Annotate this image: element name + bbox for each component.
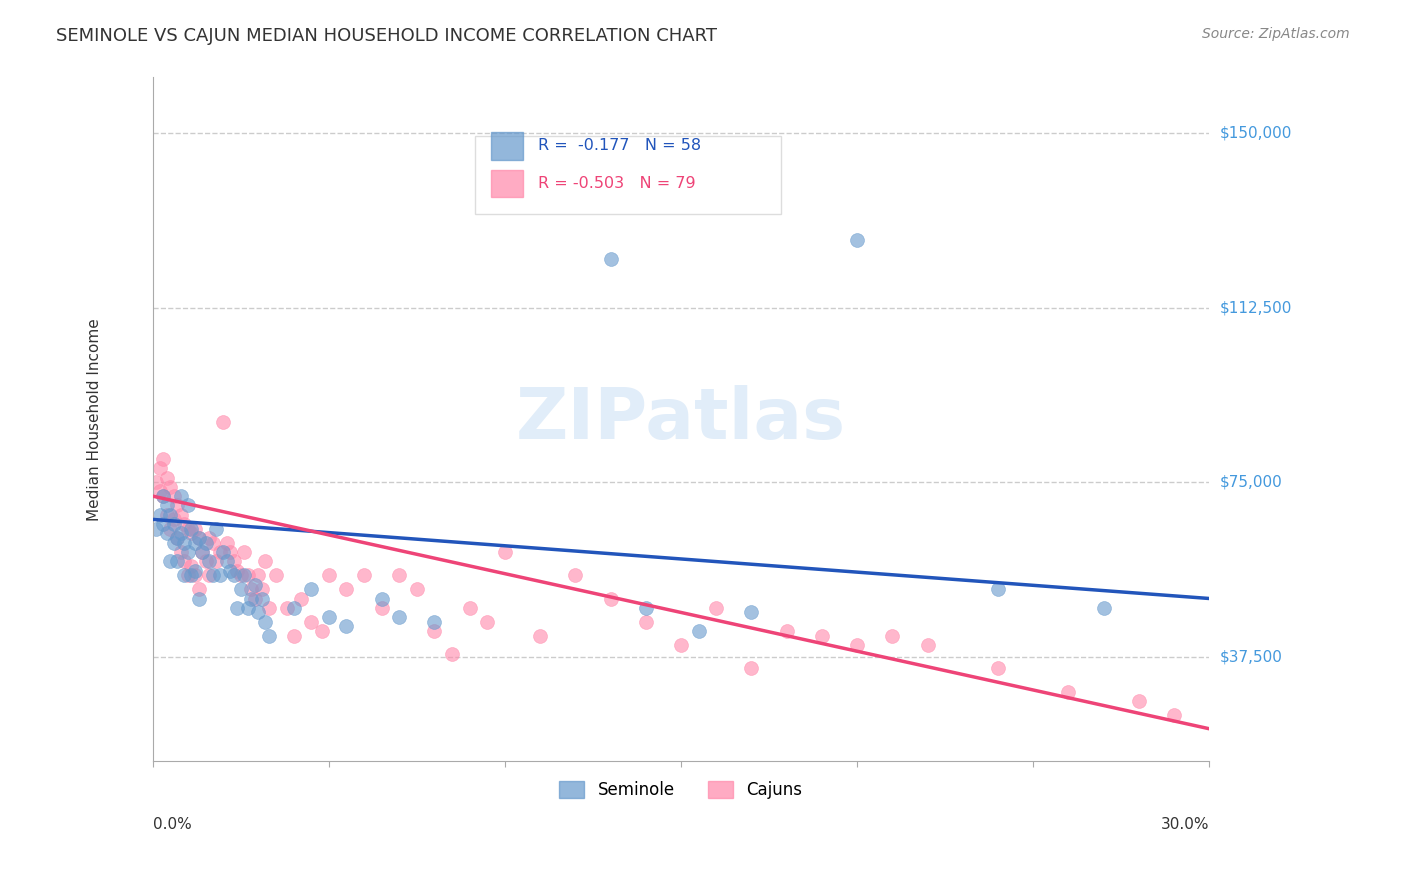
Text: $112,500: $112,500 [1220, 301, 1292, 315]
Legend: Seminole, Cajuns: Seminole, Cajuns [551, 772, 811, 808]
FancyBboxPatch shape [475, 136, 782, 214]
Text: R =  -0.177   N = 58: R = -0.177 N = 58 [538, 138, 702, 153]
Text: ZIPatlas: ZIPatlas [516, 384, 846, 454]
Text: 30.0%: 30.0% [1161, 817, 1209, 832]
Text: 0.0%: 0.0% [153, 817, 191, 832]
Text: SEMINOLE VS CAJUN MEDIAN HOUSEHOLD INCOME CORRELATION CHART: SEMINOLE VS CAJUN MEDIAN HOUSEHOLD INCOM… [56, 27, 717, 45]
Text: $37,500: $37,500 [1220, 649, 1282, 665]
Text: $75,000: $75,000 [1220, 475, 1282, 490]
Text: R = -0.503   N = 79: R = -0.503 N = 79 [538, 176, 696, 191]
Text: Median Household Income: Median Household Income [87, 318, 103, 521]
Text: Source: ZipAtlas.com: Source: ZipAtlas.com [1202, 27, 1350, 41]
FancyBboxPatch shape [491, 169, 523, 197]
Text: $150,000: $150,000 [1220, 126, 1292, 141]
FancyBboxPatch shape [491, 132, 523, 160]
